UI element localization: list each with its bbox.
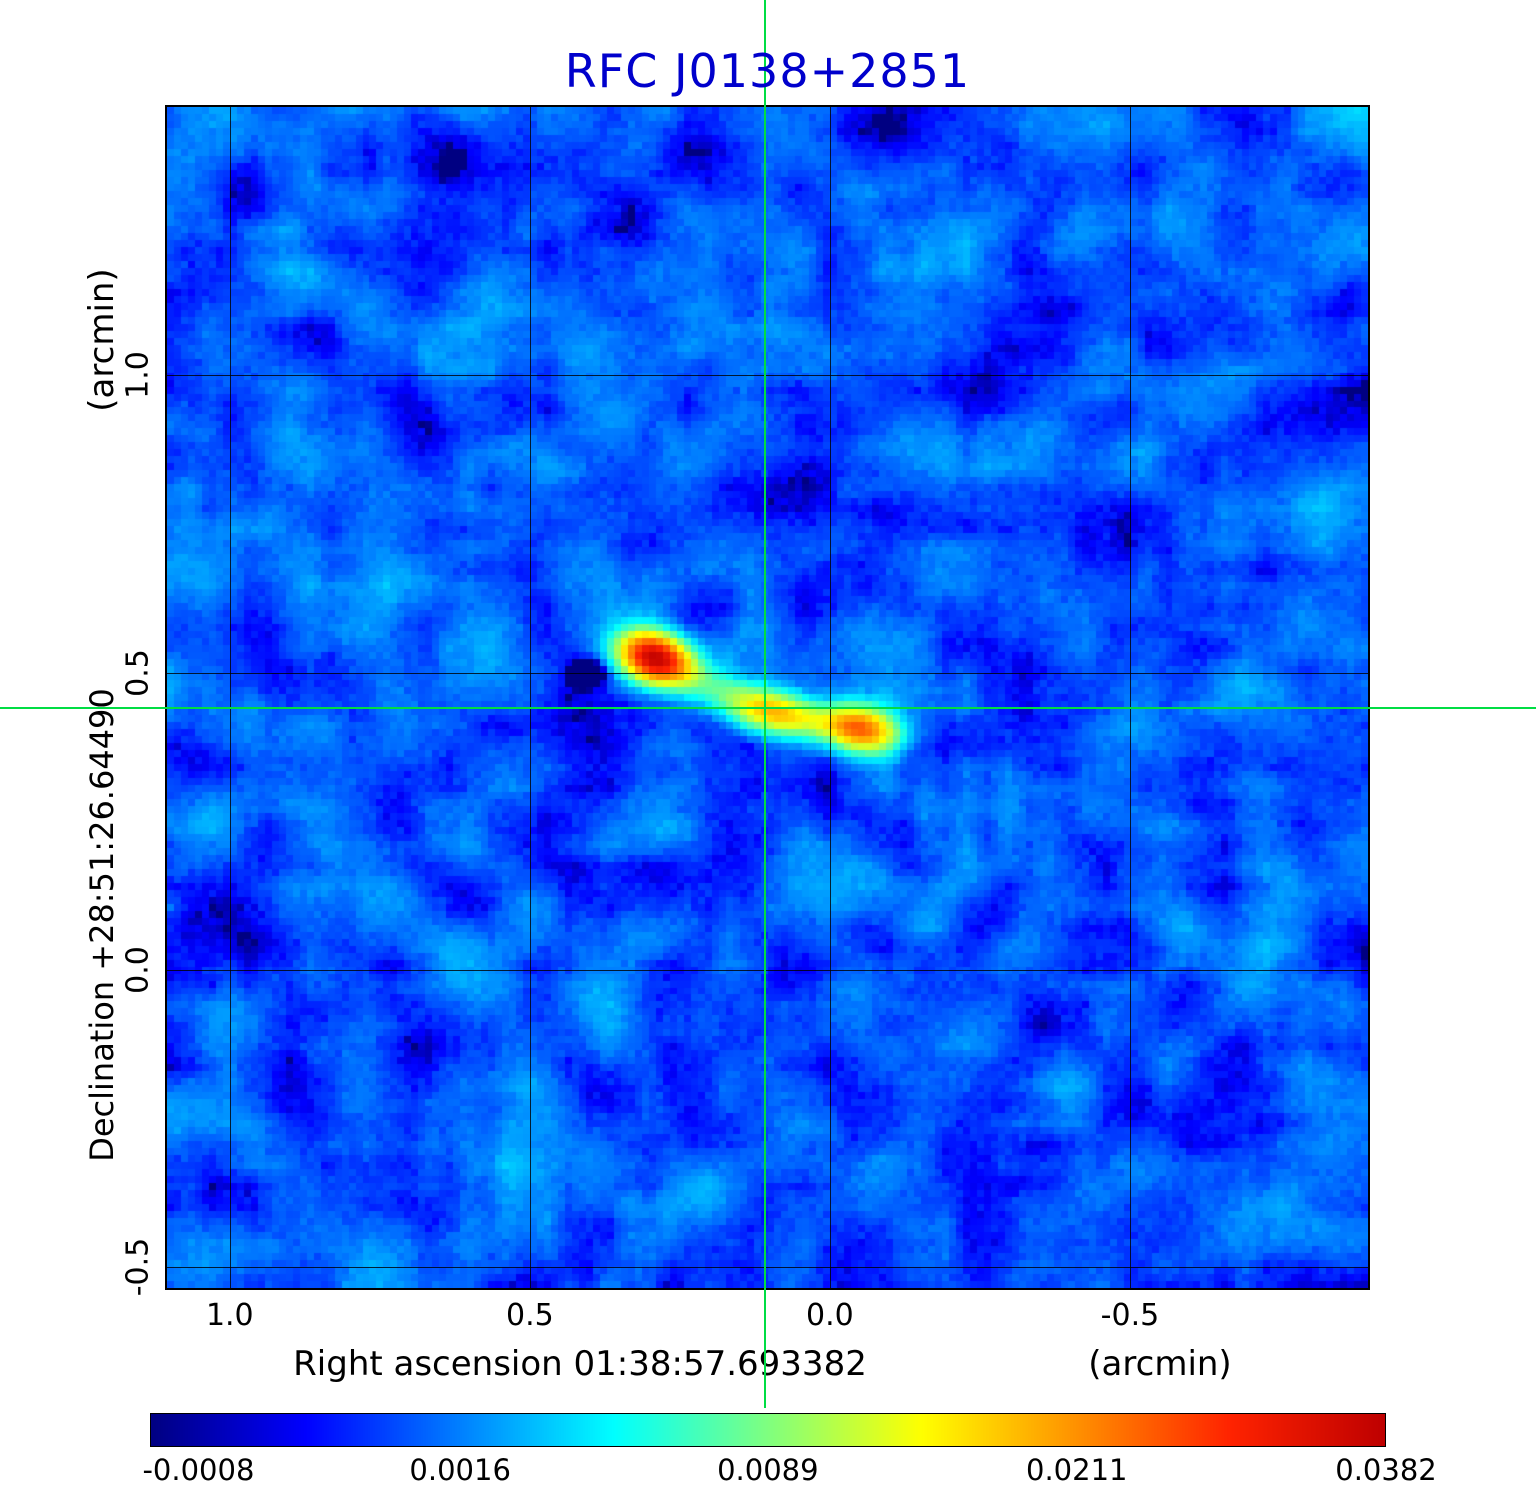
- radio-map: [165, 105, 1370, 1290]
- colorbar-tick-label: -0.0008: [142, 1453, 255, 1487]
- crosshair-vertical-line: [764, 0, 767, 1408]
- y-axis-title: Declination +28:51:26.64490: [83, 688, 121, 1162]
- x-tick-label: 0.0: [806, 1298, 854, 1333]
- plot-title: RFC J0138+2851: [564, 44, 971, 98]
- y-tick-label: -0.5: [120, 1238, 156, 1297]
- y-tick-label: 1.0: [120, 351, 156, 399]
- x-axis-title: Right ascension 01:38:57.693382: [293, 1344, 867, 1384]
- x-tick-label: -0.5: [1100, 1298, 1160, 1333]
- crosshair-horizontal-line: [0, 707, 1536, 710]
- y-axis-unit-label: (arcmin): [82, 268, 122, 412]
- grid-line-vertical: [529, 105, 531, 1290]
- grid-line-vertical: [829, 105, 831, 1290]
- grid-line-horizontal: [165, 672, 1370, 674]
- colorbar-tick-label: 0.0211: [1026, 1453, 1128, 1487]
- radio-map-canvas: [167, 107, 1368, 1288]
- colorbar-tick-label: 0.0016: [409, 1453, 511, 1487]
- colorbar: [150, 1413, 1386, 1447]
- colorbar-tick-label: 0.0089: [717, 1453, 819, 1487]
- grid-line-horizontal: [165, 375, 1370, 377]
- x-axis-unit-label: (arcmin): [1088, 1344, 1232, 1384]
- grid-line-vertical: [229, 105, 231, 1290]
- x-tick-label: 1.0: [205, 1298, 254, 1333]
- y-tick-label: 0.0: [120, 946, 156, 994]
- grid-line-horizontal: [165, 1267, 1370, 1269]
- grid-line-vertical: [1129, 105, 1131, 1290]
- grid-line-horizontal: [165, 969, 1370, 971]
- colorbar-tick-label: 0.0382: [1335, 1453, 1437, 1487]
- x-tick-label: 0.5: [506, 1298, 554, 1333]
- y-tick-label: 0.5: [120, 648, 156, 697]
- colorbar-canvas: [151, 1414, 1385, 1446]
